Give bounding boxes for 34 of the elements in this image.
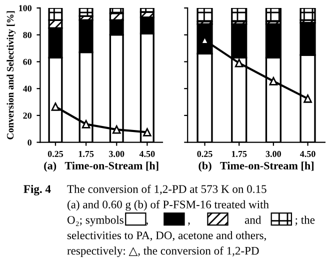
text: , [146, 222, 148, 226]
x-tick-label: 0.25 [197, 150, 212, 158]
y-tick-label: 100 [19, 5, 32, 12]
x-tick-label: 1.75 [232, 150, 247, 158]
x-tick-label: 1.75 [78, 150, 94, 158]
point [234, 58, 244, 68]
y-tick-label: 40 [22, 86, 32, 92]
text: and [244, 216, 262, 224]
y-tick-label: 80 [23, 32, 32, 38]
point [143, 128, 152, 136]
text: ; the [295, 216, 315, 226]
y-tick-label: 0 [28, 139, 32, 146]
x-tick-label: 4.50 [300, 150, 316, 158]
text: , [188, 222, 190, 226]
y-tick-label: 20 [23, 112, 32, 119]
text: The conversion of 1,2-PD at 573 K on 0.15 [67, 184, 266, 195]
x-axis-title: (b) Time-on-Stream [h] [198, 162, 314, 172]
text: O₂; symbols [67, 216, 124, 226]
point [112, 125, 121, 134]
point [82, 120, 90, 128]
text: selectivities to PA, DO, acetone and others, [67, 231, 266, 241]
x-tick-label: 3.00 [109, 150, 124, 158]
y-tick-label: 60 [23, 58, 32, 65]
x-tick-label: 4.50 [139, 150, 155, 158]
y-axis-title: Conversion and Selectivity [%] [6, 11, 16, 140]
text: respectively: △, the conversion of 1,2-PD [67, 246, 259, 258]
point [269, 77, 278, 86]
text: (a) and 0.60 g (b) of P-FSM-16 treated with [68, 200, 269, 211]
point [51, 102, 60, 111]
x-tick-label: 3.00 [266, 150, 281, 158]
caption: Fig. 4 [24, 184, 51, 196]
x-tick-label: 0.25 [48, 150, 64, 158]
point [304, 94, 312, 103]
x-axis-title: (a) Time-on-Stream [h] [44, 162, 158, 172]
